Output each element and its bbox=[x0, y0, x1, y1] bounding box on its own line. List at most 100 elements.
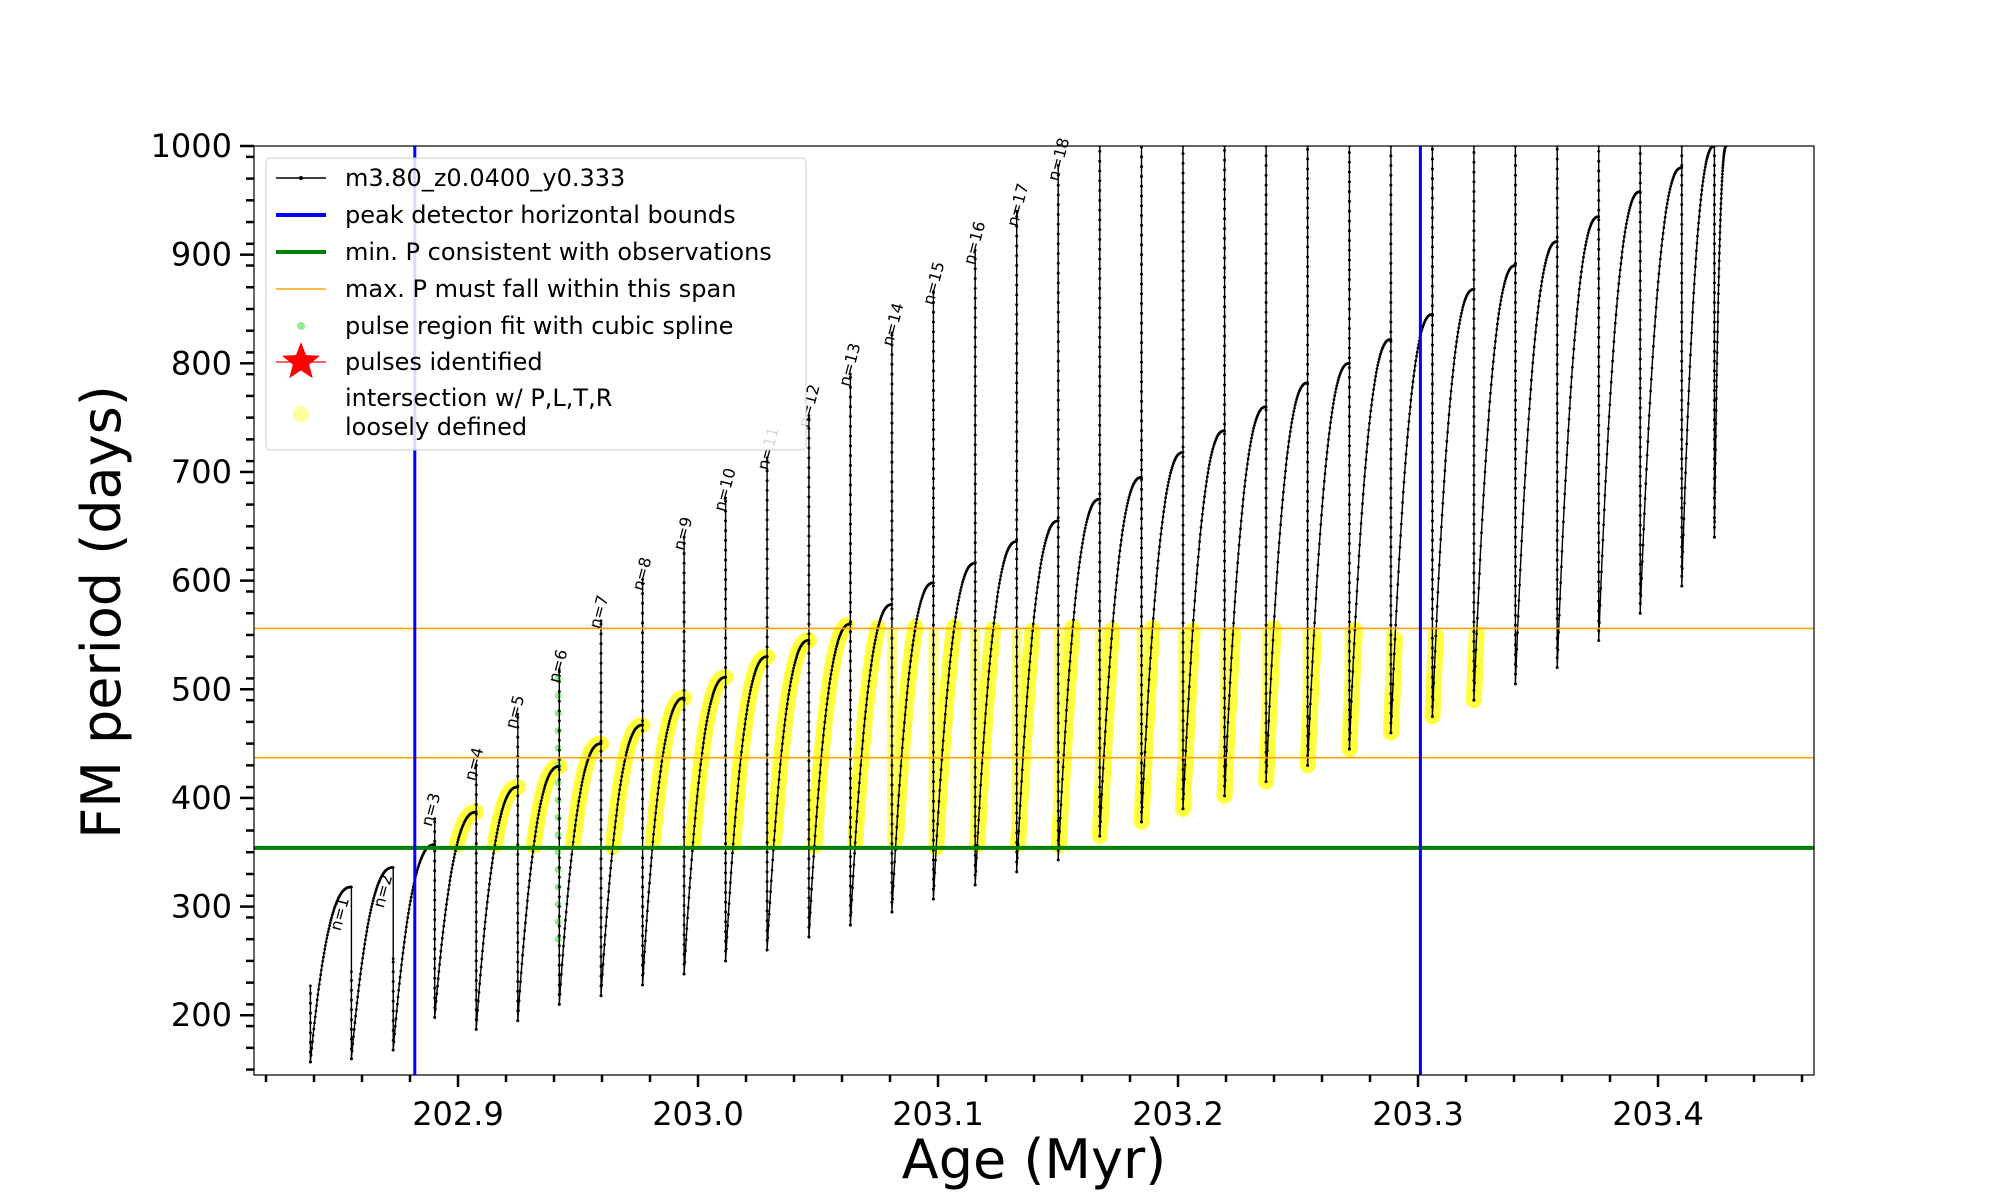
spike-marker bbox=[1712, 252, 1716, 256]
spike-marker bbox=[1680, 330, 1684, 334]
spike-marker bbox=[1347, 747, 1351, 751]
spike-marker bbox=[1264, 398, 1268, 402]
spike-marker bbox=[1472, 522, 1476, 526]
spike-marker bbox=[1306, 519, 1310, 523]
spike-marker bbox=[1140, 458, 1144, 462]
spike-marker bbox=[973, 873, 977, 877]
spike-marker bbox=[765, 567, 769, 571]
spike-marker bbox=[890, 333, 894, 337]
spike-marker bbox=[1140, 390, 1144, 394]
spike-marker bbox=[973, 589, 977, 593]
spike-marker bbox=[1264, 330, 1268, 334]
spike-marker bbox=[599, 779, 603, 783]
spike-marker bbox=[807, 925, 811, 929]
spike-marker bbox=[1098, 619, 1102, 623]
spike-marker bbox=[308, 1021, 312, 1025]
spike-marker bbox=[973, 345, 977, 349]
spike-marker bbox=[765, 752, 769, 756]
spike-marker bbox=[557, 865, 561, 869]
spike-marker bbox=[1098, 335, 1102, 339]
spike-marker bbox=[890, 450, 894, 454]
spike-marker bbox=[1098, 433, 1102, 437]
spike-marker bbox=[890, 529, 894, 533]
spike-marker bbox=[1098, 237, 1102, 241]
spike-marker bbox=[1597, 599, 1601, 603]
spike-marker bbox=[931, 711, 935, 715]
spike-marker bbox=[1513, 428, 1517, 432]
spike-marker bbox=[890, 617, 894, 621]
spike-marker bbox=[682, 747, 686, 751]
spike-marker bbox=[433, 937, 437, 941]
spike-marker bbox=[1181, 279, 1185, 283]
spike-marker bbox=[1140, 702, 1144, 706]
spike-marker bbox=[308, 992, 312, 996]
period-track-markers bbox=[309, 146, 1728, 1064]
spike-marker bbox=[1638, 269, 1642, 273]
spike-marker bbox=[1472, 209, 1476, 213]
spike-marker bbox=[1680, 408, 1684, 412]
spike-marker bbox=[516, 1009, 520, 1013]
spike-marker bbox=[1056, 437, 1060, 441]
spike-marker bbox=[1638, 386, 1642, 390]
spike-marker bbox=[1264, 349, 1268, 353]
spike-marker bbox=[1223, 530, 1227, 534]
spike-marker bbox=[1430, 284, 1434, 288]
spike-marker bbox=[1223, 158, 1227, 162]
spike-marker bbox=[599, 749, 603, 753]
spike-marker bbox=[1181, 787, 1185, 791]
spike-marker bbox=[1472, 610, 1476, 614]
spike-marker bbox=[1098, 247, 1102, 251]
y-tick-label: 700 bbox=[171, 453, 232, 491]
spike-marker bbox=[1347, 591, 1351, 595]
spike-marker bbox=[1223, 315, 1227, 319]
spike-marker bbox=[1472, 630, 1476, 634]
spike-marker bbox=[1347, 483, 1351, 487]
spike-marker bbox=[1712, 388, 1716, 392]
spike-marker bbox=[1140, 409, 1144, 413]
spike-marker bbox=[1223, 373, 1227, 377]
spike-marker bbox=[1306, 509, 1310, 513]
spike-marker bbox=[1223, 618, 1227, 622]
spike-marker bbox=[1555, 167, 1559, 171]
spike-marker bbox=[1472, 639, 1476, 643]
spike-marker bbox=[890, 695, 894, 699]
spike-marker bbox=[1098, 824, 1102, 828]
spike-marker bbox=[1347, 561, 1351, 565]
spike-marker bbox=[724, 920, 728, 924]
spike-marker bbox=[1389, 584, 1393, 588]
spike-marker bbox=[765, 508, 769, 512]
spike-marker bbox=[848, 395, 852, 399]
spike-marker bbox=[1513, 310, 1517, 314]
spike-marker bbox=[1472, 659, 1476, 663]
spike-marker bbox=[641, 660, 645, 664]
spike-marker bbox=[890, 910, 894, 914]
spike-marker bbox=[1223, 354, 1227, 358]
spike-marker bbox=[516, 843, 520, 847]
spike-marker bbox=[973, 482, 977, 486]
spike-marker bbox=[973, 423, 977, 427]
spike-marker bbox=[1513, 340, 1517, 344]
spike-marker bbox=[641, 631, 645, 635]
spike-marker bbox=[1430, 656, 1434, 660]
spike-marker bbox=[890, 646, 894, 650]
spike-marker bbox=[1223, 608, 1227, 612]
spike-marker bbox=[1555, 245, 1559, 249]
spike-marker bbox=[973, 814, 977, 818]
spike-marker bbox=[1597, 629, 1601, 633]
legend-handle-star bbox=[282, 342, 320, 379]
spike-marker bbox=[973, 277, 977, 281]
spike-marker bbox=[1140, 732, 1144, 736]
spike-marker bbox=[1597, 462, 1601, 466]
spike-marker bbox=[516, 852, 520, 856]
spike-marker bbox=[973, 824, 977, 828]
spike-marker bbox=[765, 860, 769, 864]
spike-marker bbox=[1223, 481, 1227, 485]
spike-marker bbox=[765, 596, 769, 600]
spike-marker bbox=[1347, 718, 1351, 722]
spike-marker bbox=[433, 918, 437, 922]
spike-marker bbox=[1597, 404, 1601, 408]
spike-marker bbox=[516, 882, 520, 886]
spike-marker bbox=[1513, 291, 1517, 295]
spike-marker bbox=[973, 638, 977, 642]
